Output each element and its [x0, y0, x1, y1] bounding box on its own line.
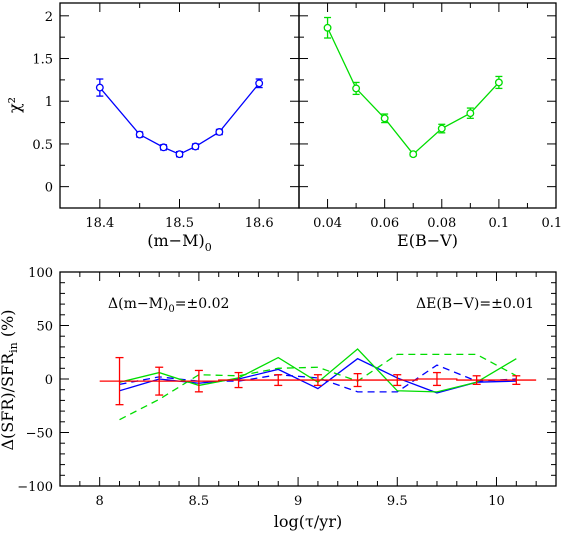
y-axis-label: Δ(SFR)/SFRin (%)	[0, 309, 20, 450]
x-axis-label: E(B−V)	[397, 231, 458, 250]
data-point	[215, 128, 224, 136]
residual-series-0	[119, 357, 517, 394]
data-point	[95, 83, 104, 92]
data-point	[255, 79, 264, 88]
x-tick-label: 0.04	[313, 216, 342, 231]
x-tick-label: 8	[96, 494, 104, 509]
y-tick-label: 1	[45, 95, 53, 110]
panel-chi2-reddening: 0.04 0.06 0.08 0.1 0.12 E(B−V)	[298, 2, 562, 250]
plot-frame	[59, 2, 300, 209]
x-tick-label: 0.08	[427, 216, 456, 231]
plot-frame	[298, 2, 557, 209]
x-tick-label: 9.5	[387, 494, 408, 509]
reference-step-line	[99, 378, 537, 382]
data-point	[380, 114, 389, 123]
y-tick-label: 50	[36, 320, 53, 335]
data-point	[466, 109, 475, 118]
x-tick-label: 9	[294, 494, 302, 509]
data-point	[409, 150, 418, 159]
data-point	[437, 124, 446, 133]
residual-series-1	[119, 364, 517, 393]
x-tick-label: 0.12	[542, 216, 562, 231]
panel-chi2-distance-modulus: 18.4 18.5 18.6 0 0.5 1 1.5 2 (m−M)0 χ²	[5, 2, 300, 254]
y-tick-label: 0.5	[32, 138, 53, 153]
panel-sfr-residuals: 8 8.5 9 9.5 10 −100 −50 0 50 100 Δ(m−M)0=±0.02 ΔE(B…	[0, 266, 557, 531]
y-tick-label: −50	[26, 427, 53, 442]
x-tick-label: 10	[488, 494, 505, 509]
data-point	[135, 130, 144, 139]
y-axis-label: χ²	[5, 97, 24, 113]
y-tick-label: 0	[45, 373, 53, 388]
y-tick-label: −100	[17, 480, 53, 495]
data-point	[175, 150, 184, 159]
x-axis-label: log(τ/yr)	[274, 512, 342, 531]
data-point	[494, 78, 503, 87]
y-tick-label: 0	[45, 181, 53, 196]
y-tick-label: 1.5	[32, 53, 53, 68]
annotation-distance-modulus: Δ(m−M)0=±0.02	[108, 296, 229, 315]
y-tick-label: 2	[45, 10, 53, 25]
series-line	[99, 82, 260, 155]
x-tick-label: 18.4	[85, 216, 114, 231]
x-axis-label: (m−M)0	[147, 231, 211, 254]
x-tick-label: 0.06	[370, 216, 399, 231]
y-tick-label: 100	[28, 266, 53, 281]
data-point	[159, 143, 168, 152]
data-point	[352, 84, 361, 93]
data-point	[191, 142, 200, 151]
residual-series-3	[119, 353, 517, 421]
x-tick-label: 0.1	[489, 216, 510, 231]
x-tick-label: 18.6	[245, 216, 274, 231]
data-point	[323, 23, 332, 32]
x-tick-label: 8.5	[189, 494, 210, 509]
x-tick-label: 18.5	[165, 216, 194, 231]
annotation-reddening: ΔE(B−V)=±0.01	[416, 296, 534, 312]
